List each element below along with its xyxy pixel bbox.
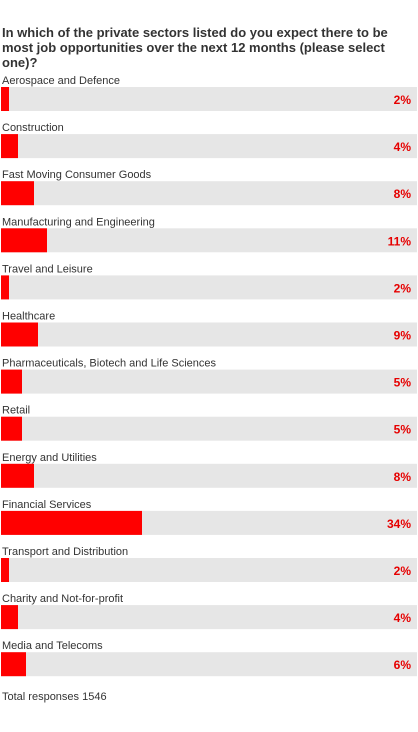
category-label: Energy and Utilities: [2, 452, 97, 464]
category-label: Charity and Not-for-profit: [2, 593, 123, 605]
chart-title: In which of the private sectors listed d…: [2, 25, 388, 70]
category-label: Media and Telecoms: [2, 640, 103, 652]
value-label: 2%: [394, 93, 412, 107]
bar-track: [1, 134, 417, 159]
bar-track: [1, 463, 417, 488]
total-responses: Total responses 1546: [2, 691, 107, 703]
bar-track: [1, 87, 417, 111]
bar: [1, 275, 9, 300]
bar: [1, 87, 9, 111]
value-label: 8%: [394, 187, 412, 201]
bar-track: [1, 416, 417, 441]
value-label: 6%: [394, 658, 412, 672]
bar-track: [1, 558, 417, 582]
bar: [1, 463, 34, 488]
value-label: 11%: [388, 234, 412, 248]
bar-track: [1, 605, 417, 630]
value-label: 5%: [394, 423, 412, 437]
bar-track: [1, 181, 417, 206]
category-label: Financial Services: [2, 499, 92, 511]
category-label: Manufacturing and Engineering: [2, 216, 155, 228]
bar: [1, 605, 18, 630]
bar-track: [1, 369, 417, 394]
bar: [1, 510, 142, 535]
category-label: Pharmaceuticals, Biotech and Life Scienc…: [2, 358, 217, 370]
bar: [1, 652, 26, 677]
category-label: Transport and Distribution: [2, 546, 128, 558]
value-label: 4%: [394, 611, 412, 625]
value-label: 2%: [394, 564, 412, 578]
value-label: 4%: [394, 140, 412, 154]
bar-track: [1, 652, 417, 677]
value-label: 2%: [394, 281, 412, 295]
bar-track: [1, 322, 417, 347]
value-label: 8%: [394, 470, 412, 484]
bar: [1, 228, 47, 253]
category-label: Healthcare: [2, 311, 55, 323]
value-label: 34%: [387, 517, 411, 531]
bar: [1, 369, 22, 394]
bar: [1, 416, 22, 441]
value-label: 5%: [394, 376, 412, 390]
bar: [1, 134, 18, 159]
bar-track: [1, 275, 417, 300]
bar: [1, 181, 34, 206]
bar: [1, 322, 38, 347]
category-label: Construction: [2, 122, 64, 134]
category-label: Travel and Leisure: [2, 263, 93, 275]
value-label: 9%: [394, 329, 412, 343]
category-label: Retail: [2, 405, 30, 417]
bar-track: [1, 228, 417, 253]
category-label: Fast Moving Consumer Goods: [2, 169, 152, 181]
category-label: Aerospace and Defence: [2, 75, 120, 87]
bar: [1, 558, 9, 582]
